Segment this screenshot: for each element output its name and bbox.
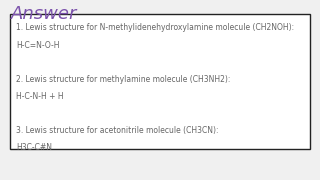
Text: H-C-N-H + H: H-C-N-H + H <box>16 92 64 101</box>
FancyBboxPatch shape <box>10 14 310 149</box>
Text: 1. Lewis structure for N-methylidenehydroxylamine molecule (CH2NOH):: 1. Lewis structure for N-methylidenehydr… <box>16 23 294 32</box>
Text: 2. Lewis structure for methylamine molecule (CH3NH2):: 2. Lewis structure for methylamine molec… <box>16 75 230 84</box>
Text: H3C-C#N: H3C-C#N <box>16 143 52 152</box>
Text: Answer: Answer <box>11 5 77 23</box>
Text: H-C=N-O-H: H-C=N-O-H <box>16 40 60 50</box>
Text: 3. Lewis structure for acetonitrile molecule (CH3CN):: 3. Lewis structure for acetonitrile mole… <box>16 126 219 135</box>
